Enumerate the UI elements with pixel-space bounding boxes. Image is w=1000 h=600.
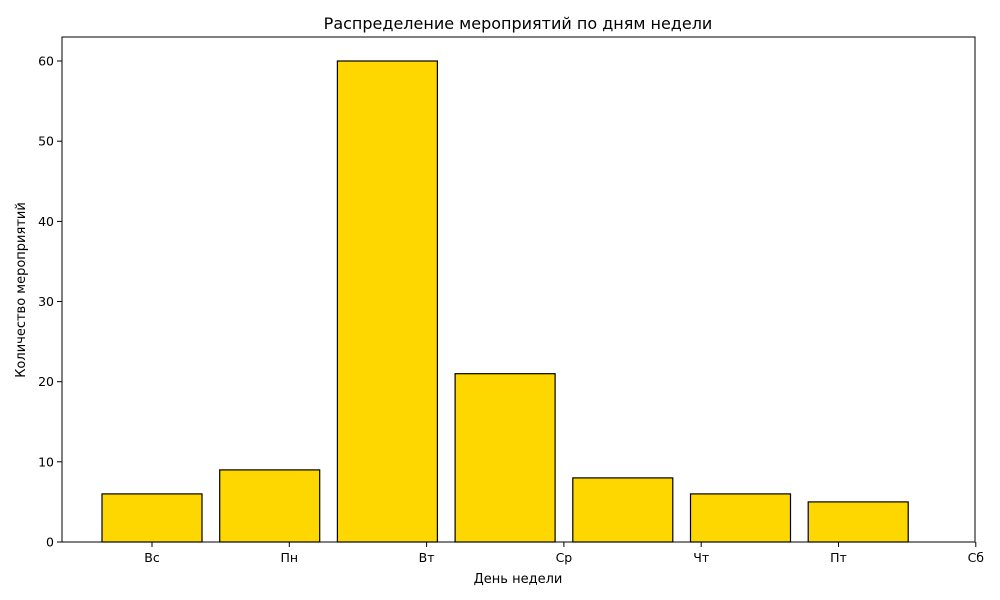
x-tick-label: Вт [419,550,435,565]
bar-Вс [101,493,203,543]
x-tick-label: Чт [693,550,709,565]
x-axis-label: День недели [474,572,563,587]
x-tick-label: Сб [968,550,985,565]
bar-Пт [689,493,792,543]
bar-Чт [572,477,674,543]
y-tick-label: 20 [38,374,54,389]
bar-Ср [454,373,556,543]
chart-title: Распределение мероприятий по дням недели [324,14,713,33]
bar-Вт [336,60,438,543]
plot-frame [61,36,976,543]
axes: 0 10 20 30 40 50 60 Вс Пн Вт Ср Чт Пт Сб [38,36,985,565]
y-tick-label: 40 [38,214,54,229]
x-tick-label: Ср [556,550,573,565]
plot-area [101,60,909,543]
x-tick-label: Пн [281,550,299,565]
bar-Пн [219,469,321,543]
y-tick-label: 10 [38,454,54,469]
x-tick-label: Вс [144,550,160,565]
y-tick-label: 60 [38,54,54,69]
y-tick-label: 30 [38,294,54,309]
x-tick-label: Пт [830,550,847,565]
y-tick-label: 50 [38,134,54,149]
bar-Сб [807,501,909,543]
y-axis-label: Количество мероприятий [14,202,29,378]
y-tick-label: 0 [46,535,54,550]
